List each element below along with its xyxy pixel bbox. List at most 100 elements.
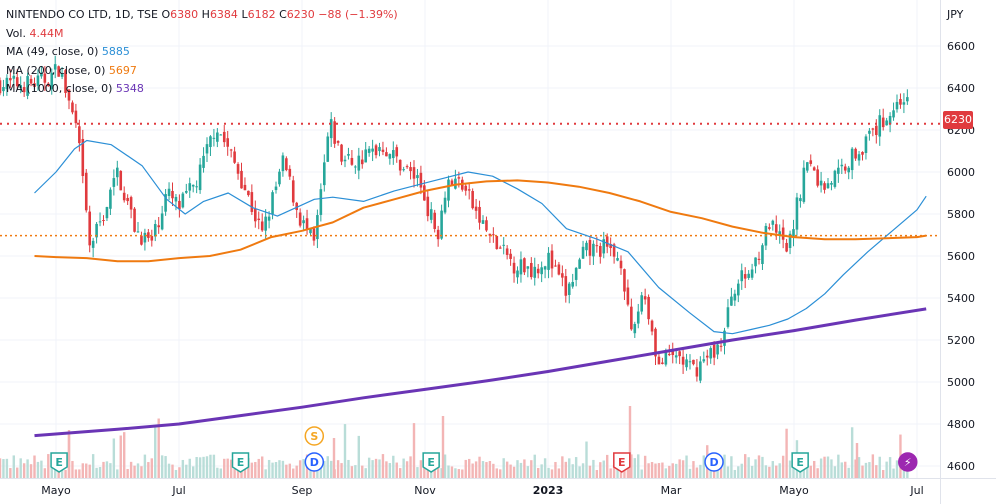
earnings-icon[interactable] — [613, 452, 631, 473]
candle-body[interactable] — [478, 206, 481, 223]
candle-body[interactable] — [47, 83, 50, 87]
candle-body[interactable] — [892, 110, 895, 118]
candle-body[interactable] — [136, 231, 140, 233]
candle-body[interactable] — [450, 180, 454, 185]
candle-body[interactable] — [754, 257, 757, 267]
candle-body[interactable] — [205, 144, 209, 154]
candle-body[interactable] — [795, 197, 799, 230]
candle-body[interactable] — [709, 348, 712, 359]
candle-body[interactable] — [350, 157, 354, 165]
candle-body[interactable] — [157, 225, 160, 228]
candle-body[interactable] — [185, 191, 188, 193]
candle-body[interactable] — [695, 367, 699, 377]
candle-body[interactable] — [219, 134, 223, 136]
candle-body[interactable] — [847, 167, 850, 173]
candle-body[interactable] — [906, 97, 909, 102]
candle-body[interactable] — [367, 148, 371, 153]
candle-body[interactable] — [543, 266, 547, 270]
ma-line-49[interactable] — [34, 139, 927, 335]
candle-body[interactable] — [564, 276, 568, 296]
candle-body[interactable] — [771, 220, 775, 225]
candle-body[interactable] — [561, 273, 564, 278]
candle-body[interactable] — [323, 162, 326, 186]
candle-body[interactable] — [19, 85, 22, 88]
candle-body[interactable] — [329, 119, 333, 139]
candle-body[interactable] — [129, 197, 133, 210]
candle-body[interactable] — [133, 208, 136, 232]
candle-body[interactable] — [319, 189, 323, 215]
candle-body[interactable] — [533, 266, 537, 278]
candle-body[interactable] — [750, 269, 754, 278]
indicator-row-ma1000[interactable]: MA (1000, close, 0) 5348 — [6, 80, 398, 99]
candle-body[interactable] — [88, 211, 91, 246]
candle-body[interactable] — [254, 208, 257, 222]
candle-body[interactable] — [150, 236, 154, 241]
candle-body[interactable] — [333, 121, 336, 144]
candle-body[interactable] — [633, 323, 637, 334]
candle-body[interactable] — [692, 359, 695, 365]
candle-body[interactable] — [519, 259, 523, 275]
candle-body[interactable] — [222, 131, 226, 143]
candle-body[interactable] — [536, 268, 540, 274]
candle-body[interactable] — [875, 125, 878, 136]
candle-body[interactable] — [250, 192, 254, 212]
candle-body[interactable] — [861, 151, 864, 155]
candle-body[interactable] — [392, 150, 395, 159]
candle-body[interactable] — [181, 193, 185, 208]
candle-body[interactable] — [895, 101, 899, 110]
candle-body[interactable] — [761, 245, 764, 265]
candle-body[interactable] — [295, 202, 298, 211]
candle-body[interactable] — [247, 190, 250, 196]
candle-body[interactable] — [26, 76, 29, 96]
earnings-icon[interactable] — [422, 452, 440, 473]
candle-body[interactable] — [126, 197, 129, 202]
candle-body[interactable] — [15, 77, 19, 87]
candle-body[interactable] — [433, 212, 436, 229]
candle-body[interactable] — [116, 167, 119, 178]
candle-body[interactable] — [360, 159, 364, 165]
candle-body[interactable] — [60, 73, 64, 77]
candle-body[interactable] — [429, 209, 433, 220]
candle-body[interactable] — [840, 164, 844, 167]
candle-body[interactable] — [681, 356, 685, 365]
candle-body[interactable] — [50, 72, 54, 90]
candle-body[interactable] — [291, 180, 295, 203]
candle-body[interactable] — [202, 155, 205, 168]
candle-body[interactable] — [881, 117, 885, 128]
candle-body[interactable] — [53, 64, 57, 70]
candle-body[interactable] — [419, 172, 423, 188]
candle-body[interactable] — [198, 164, 202, 191]
candle-body[interactable] — [498, 247, 502, 249]
candle-body[interactable] — [405, 166, 409, 168]
candle-body[interactable] — [5, 77, 9, 90]
dividend-icon[interactable] — [304, 452, 325, 472]
candle-body[interactable] — [374, 145, 378, 156]
candle-body[interactable] — [705, 355, 709, 358]
candle-body[interactable] — [806, 162, 809, 171]
candle-body[interactable] — [153, 224, 157, 237]
candle-body[interactable] — [119, 170, 123, 191]
candle-body[interactable] — [602, 239, 606, 254]
candle-body[interactable] — [864, 136, 868, 154]
candle-body[interactable] — [143, 232, 147, 243]
candle-body[interactable] — [109, 189, 112, 209]
candle-body[interactable] — [312, 228, 316, 241]
candle-body[interactable] — [678, 351, 681, 357]
candle-body[interactable] — [91, 240, 95, 248]
candle-body[interactable] — [229, 149, 233, 151]
candle-body[interactable] — [878, 115, 882, 137]
candle-body[interactable] — [209, 136, 212, 148]
candle-body[interactable] — [819, 180, 823, 186]
candle-body[interactable] — [36, 75, 40, 86]
candle-body[interactable] — [671, 350, 675, 356]
candle-body[interactable] — [792, 229, 795, 238]
earnings-icon[interactable] — [50, 452, 68, 473]
candle-body[interactable] — [716, 344, 719, 355]
candle-body[interactable] — [191, 184, 195, 187]
candle-body[interactable] — [164, 194, 167, 212]
candle-body[interactable] — [540, 267, 543, 275]
candle-body[interactable] — [871, 128, 875, 130]
candle-body[interactable] — [95, 223, 98, 238]
candle-body[interactable] — [409, 167, 412, 172]
candle-body[interactable] — [381, 149, 385, 152]
